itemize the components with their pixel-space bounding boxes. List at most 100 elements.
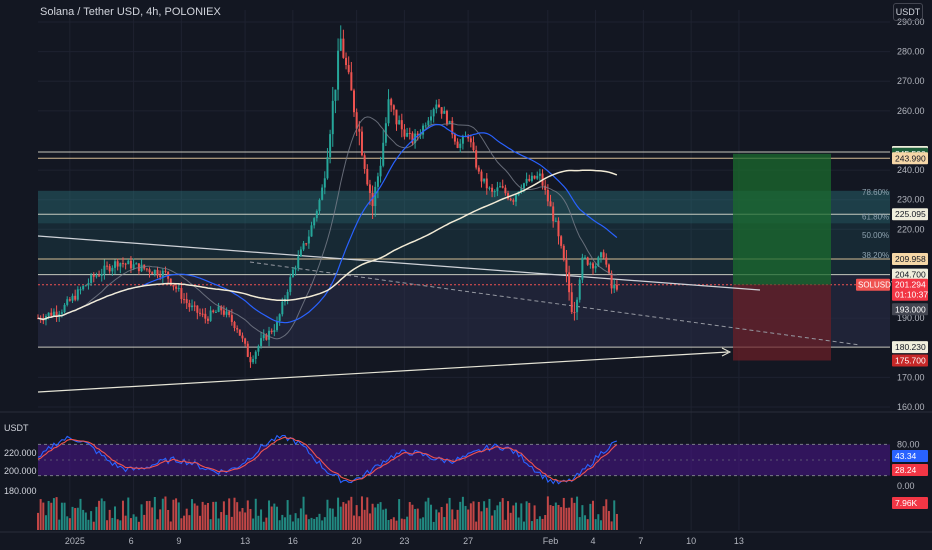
- candle-body: [557, 220, 560, 237]
- volume-bar: [615, 513, 618, 530]
- volume-bar: [177, 502, 180, 530]
- candle-body: [201, 313, 204, 315]
- volume-bar: [363, 509, 366, 530]
- volume-bar: [464, 505, 467, 530]
- candle-body: [137, 263, 140, 272]
- price-level-tag: [892, 208, 928, 221]
- candle-body: [432, 109, 435, 117]
- candle-body: [602, 252, 605, 258]
- stoch-k-tag: [892, 450, 928, 462]
- volume-bar: [281, 514, 284, 530]
- candle-body: [435, 104, 438, 110]
- volume-bar: [331, 508, 334, 530]
- volume-bar: [427, 497, 430, 530]
- volume-bar: [445, 503, 448, 530]
- candle-body: [422, 125, 425, 135]
- position-target-zone: [733, 153, 831, 285]
- volume-bar: [584, 515, 587, 530]
- arrow-head-icon: [721, 347, 732, 357]
- price-axis-tick: 240.00: [897, 165, 925, 175]
- volume-bar: [544, 514, 547, 530]
- volume-bar: [209, 519, 212, 530]
- candle-body: [114, 261, 117, 268]
- volume-bar: [145, 501, 148, 530]
- volume-bar: [570, 497, 573, 530]
- trend-line-support: [37, 351, 729, 393]
- volume-bar: [374, 507, 377, 530]
- candle-body: [313, 218, 316, 226]
- candle-body: [47, 312, 50, 317]
- candle-body: [323, 178, 326, 188]
- candle-body: [398, 120, 401, 125]
- candle-body: [456, 141, 459, 148]
- candle-body: [485, 178, 488, 189]
- candle-body: [228, 311, 231, 316]
- volume-bar: [106, 520, 109, 530]
- candle-body: [177, 288, 180, 290]
- volume-bar: [183, 515, 186, 530]
- candle-body: [156, 269, 159, 276]
- price-level-tag-label: 209.958: [895, 254, 926, 264]
- volume-bar: [493, 510, 496, 530]
- volume-bar: [334, 516, 337, 530]
- volume-bar: [188, 515, 191, 530]
- currency-button[interactable]: USDT: [893, 3, 923, 21]
- volume-bar: [111, 517, 114, 530]
- candle-body: [294, 268, 297, 270]
- candle-body: [111, 267, 114, 272]
- volume-bar: [456, 509, 459, 530]
- candle-body: [249, 356, 252, 363]
- subpanel-left-value-2: 200.000: [4, 466, 37, 476]
- candle-body: [273, 330, 276, 333]
- stoch-d-tag: [892, 464, 928, 476]
- volume-bar: [318, 513, 321, 530]
- candle-body: [573, 312, 576, 314]
- candle-body: [329, 134, 332, 158]
- volume-bar: [156, 519, 159, 530]
- volume-bar: [568, 507, 571, 530]
- volume-bar: [430, 504, 433, 530]
- candle-body: [416, 133, 419, 136]
- volume-bar: [265, 517, 268, 530]
- candle-body: [233, 321, 236, 329]
- volume-bar: [565, 507, 568, 530]
- volume-bar: [599, 520, 602, 530]
- candle-body: [260, 338, 263, 347]
- fib-label: 78.60%: [862, 188, 889, 197]
- volume-bar: [602, 506, 605, 530]
- volume-bar: [607, 510, 610, 530]
- volume-bar: [400, 518, 403, 530]
- candle-body: [501, 186, 504, 188]
- volume-bar: [98, 500, 101, 530]
- volume-bar: [169, 521, 172, 530]
- price-axis-tick: 280.00: [897, 47, 925, 57]
- volume-bar: [366, 497, 369, 530]
- price-level-tag: [892, 354, 928, 367]
- candle-body: [326, 157, 329, 179]
- symbol-tag: [856, 278, 890, 291]
- candle-body: [459, 143, 462, 148]
- volume-bar: [159, 509, 162, 530]
- volume-bar: [379, 502, 382, 530]
- candle-body: [106, 265, 109, 267]
- volume-bar: [315, 517, 318, 530]
- candle-body: [95, 275, 98, 277]
- candle-body: [366, 168, 369, 185]
- chart-title: Solana / Tether USD, 4h, POLONIEX: [40, 6, 221, 18]
- volume-bar: [355, 505, 358, 530]
- candle-body: [339, 38, 342, 51]
- candle-body: [342, 38, 345, 58]
- candle-body: [337, 50, 340, 90]
- volume-bar: [161, 498, 164, 530]
- time-axis-label: 7: [638, 536, 643, 546]
- time-axis-label: 16: [288, 536, 298, 546]
- volume-bar: [238, 511, 241, 530]
- volume-bar: [424, 501, 427, 530]
- candle-body: [499, 186, 502, 188]
- candle-body: [443, 110, 446, 114]
- volume-bar: [371, 503, 374, 530]
- candle-body: [206, 318, 209, 321]
- candle-body: [355, 112, 358, 129]
- volume-bar: [496, 505, 499, 530]
